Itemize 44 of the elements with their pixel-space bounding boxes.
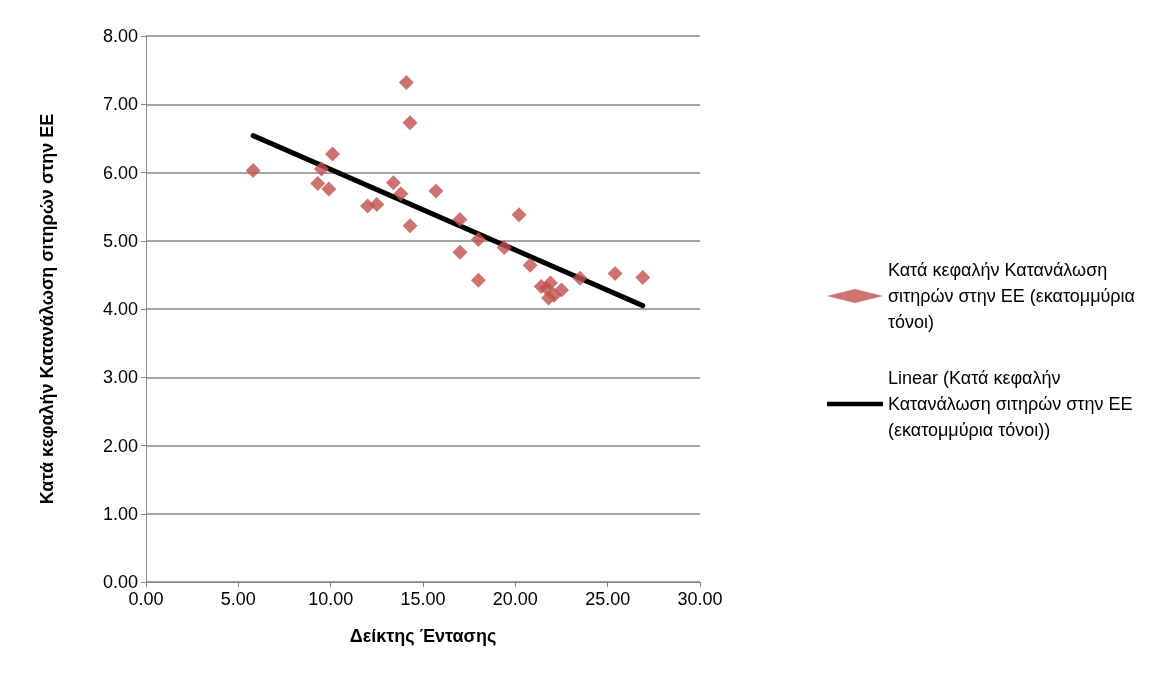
y-tick-label: 8.00 — [102, 26, 138, 46]
y-tick-label: 6.00 — [102, 162, 138, 183]
x-tick-label: 0.00 — [128, 589, 164, 609]
x-tick-label: 5.00 — [220, 589, 256, 609]
y-tick-label: 0.00 — [102, 572, 138, 592]
point — [607, 266, 623, 282]
y-tick-label: 3.00 — [102, 367, 138, 388]
point — [496, 240, 512, 256]
point — [245, 162, 261, 178]
point — [385, 175, 401, 191]
point — [310, 175, 326, 191]
point — [325, 146, 341, 162]
legend-label: Linear (Κατά κεφαλήν Κατανάλωση σιτηρών στην ΕΕ (εκατομμύρια τόνοι)) — [887, 368, 1133, 440]
point — [402, 218, 418, 234]
x-tick-label: 30.00 — [677, 589, 723, 609]
point — [542, 275, 558, 291]
point — [511, 207, 527, 223]
point — [393, 186, 409, 202]
y-tick-label: 4.00 — [102, 299, 138, 319]
point — [635, 270, 651, 286]
point — [470, 231, 486, 247]
legend-label: Κατά κεφαλήν Κατανάλωση σιτηρών στην ΕΕ (εκατομμύρια τόνοι) — [887, 260, 1136, 332]
point — [554, 282, 569, 298]
point — [313, 161, 329, 177]
x-tick-label: 10.00 — [308, 589, 354, 609]
y-tick-label: 5.00 — [102, 230, 138, 251]
x-tick-label: 15.00 — [400, 589, 446, 609]
y-axis-title: Κατά κεφαλήν Κατανάλωση σιτηρών στην ΕΕ — [37, 113, 57, 505]
point — [452, 212, 468, 228]
y-tick-label: 1.00 — [102, 503, 138, 524]
x-tick-label: 25.00 — [585, 589, 631, 609]
point — [572, 270, 588, 286]
point — [470, 272, 486, 288]
y-tick-label: 7.00 — [102, 94, 138, 115]
point — [321, 181, 337, 197]
y-tick-label: 2.00 — [102, 435, 138, 456]
point — [402, 115, 418, 131]
x-tick-label: 20.00 — [492, 589, 538, 609]
point — [398, 74, 414, 90]
x-axis-title: Δείκτης Έντασης — [349, 626, 497, 646]
point — [369, 197, 385, 213]
point — [522, 257, 538, 273]
point — [452, 244, 468, 260]
point — [428, 183, 444, 199]
